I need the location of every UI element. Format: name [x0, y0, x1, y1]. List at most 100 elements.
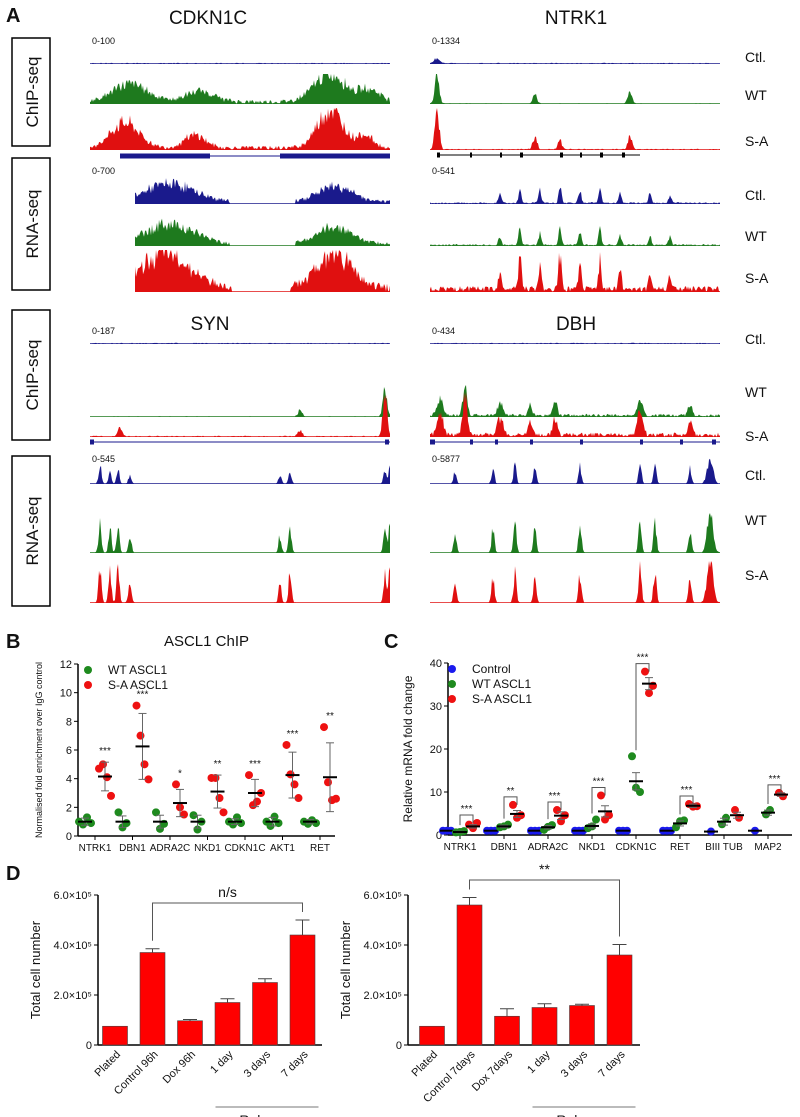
gene-title-cdkn1c: CDKN1C — [169, 8, 247, 29]
data-point-s-a-ascl1 — [136, 731, 145, 740]
track-syn-rna-wt — [90, 518, 390, 553]
row-label-sa: S-A — [745, 567, 769, 583]
data-point-s-a-ascl1 — [99, 760, 107, 769]
gene-model-ntrk1-exon — [560, 152, 563, 158]
gene-title-ntrk1: NTRK1 — [545, 8, 607, 29]
x-tick-label: 7 days — [279, 1048, 311, 1080]
comparison-bracket — [469, 879, 620, 937]
legend-label: WT ASCL1 — [472, 677, 531, 691]
gene-model-ntrk1-exon — [470, 152, 472, 158]
y-tick-label: 6.0×10⁵ — [363, 890, 402, 902]
significance-label: *** — [549, 791, 561, 802]
significance-bracket — [503, 796, 518, 819]
panel-label-b: B — [6, 631, 20, 653]
gene-model-dbh-exon — [580, 439, 583, 445]
track-dbh-rna-wt — [430, 513, 720, 553]
legend-label: S-A ASCL1 — [108, 678, 168, 692]
y-axis-label: Relative mRNA fold change — [401, 675, 415, 822]
x-tick-label: MAP2 — [754, 842, 782, 853]
gene-model-ntrk1-exon — [437, 152, 440, 158]
gene-model-dbh-exon — [495, 439, 498, 445]
side-box-rna-top: RNA-seq — [11, 157, 51, 291]
significance-label: *** — [637, 653, 649, 664]
y-tick-label: 6 — [66, 745, 72, 757]
significance-bracket — [547, 801, 562, 820]
track-syn-rna-ctl — [90, 465, 390, 484]
comparison-bracket — [152, 902, 303, 941]
bar — [252, 982, 278, 1046]
gene-model-ntrk1-exon — [600, 152, 603, 158]
data-point-s-a-ascl1 — [290, 780, 299, 789]
y-axis-label: Total cell number — [338, 920, 353, 1019]
track-cdkn1c-chip-sa — [90, 108, 390, 150]
bar — [139, 952, 166, 1046]
significance-bracket — [459, 814, 474, 826]
x-tick-label: NTRK1 — [79, 843, 112, 854]
data-point-s-a-ascl1 — [282, 740, 291, 749]
row-label-sa: S-A — [745, 270, 769, 286]
scale-cdkn1c-chip: 0-100 — [92, 36, 115, 46]
data-point-s-a-ascl1 — [645, 689, 653, 698]
gene-model-dbh-exon — [430, 439, 435, 445]
significance-label: *** — [137, 690, 149, 701]
y-tick-label: 2.0×10⁵ — [363, 990, 402, 1002]
track-syn-chip-ctl — [90, 342, 390, 344]
track-cdkn1c-chip-wt — [90, 74, 390, 104]
track-cdkn1c-chip-ctl — [90, 62, 390, 64]
gene-model-ntrk1-exon — [580, 152, 582, 158]
data-point-s-a-ascl1 — [219, 808, 228, 817]
x-tick-label: Plated — [93, 1049, 124, 1080]
scale-dbh-chip: 0-434 — [432, 326, 455, 336]
data-point-s-a-ascl1 — [172, 780, 180, 789]
gene-model-ntrk1-exon — [622, 152, 625, 158]
row-label-sa: S-A — [745, 428, 769, 444]
y-tick-label: 6.0×10⁵ — [53, 890, 92, 902]
bar — [456, 904, 483, 1046]
data-point-wt-ascl1 — [628, 752, 636, 761]
significance-label: *** — [769, 774, 781, 785]
bar — [419, 1025, 445, 1046]
row-label-wt: WT — [745, 87, 767, 103]
data-point-wt-ascl1 — [122, 819, 131, 828]
x-tick-label: RET — [670, 842, 690, 853]
gene-title-dbh: DBH — [556, 314, 596, 335]
y-tick-label: 0 — [66, 831, 72, 843]
track-cdkn1c-rna-wt — [135, 218, 390, 246]
bar — [494, 1015, 520, 1046]
significance-label: *** — [681, 785, 693, 796]
significance-label: ** — [507, 786, 515, 797]
gene-model-dbh-exon — [680, 439, 683, 445]
significance-label: *** — [249, 759, 261, 770]
significance-label: *** — [287, 729, 299, 740]
x-tick-label: CDKN1C — [224, 843, 265, 854]
bar — [289, 934, 316, 1046]
scale-ntrk1-chip: 0-1334 — [432, 36, 460, 46]
legend-marker — [448, 695, 456, 703]
row-label-wt: WT — [745, 384, 767, 400]
legend-label: Control — [472, 662, 511, 676]
data-point-s-a-ascl1 — [294, 794, 303, 803]
significance-bracket — [767, 784, 782, 805]
y-tick-label: 40 — [430, 658, 442, 670]
significance-label: *** — [593, 776, 605, 787]
bar — [214, 1002, 241, 1046]
side-box-chip-top: ChIP-seq — [11, 37, 51, 147]
chart-title: ASCL1 ChIP — [164, 633, 249, 650]
bar — [102, 1025, 128, 1046]
legend-marker — [84, 666, 92, 674]
data-point-s-a-ascl1 — [517, 811, 525, 820]
track-syn-chip-sa — [90, 395, 390, 437]
data-point-s-a-ascl1 — [320, 723, 328, 732]
track-cdkn1c-rna-ctl — [135, 178, 390, 204]
data-point-s-a-ascl1 — [180, 810, 188, 819]
row-label-ctl: Ctl. — [745, 331, 766, 347]
comparison-label: n/s — [218, 884, 237, 900]
gene-model-cdkn1c-exon — [120, 153, 210, 159]
data-point-wt-ascl1 — [237, 819, 245, 828]
scale-cdkn1c-rna: 0-700 — [92, 166, 115, 176]
data-point-wt-ascl1 — [114, 808, 123, 817]
legend-marker — [84, 681, 92, 689]
x-tick-label: 7 days — [596, 1048, 628, 1080]
track-dbh-rna-sa — [430, 561, 720, 603]
